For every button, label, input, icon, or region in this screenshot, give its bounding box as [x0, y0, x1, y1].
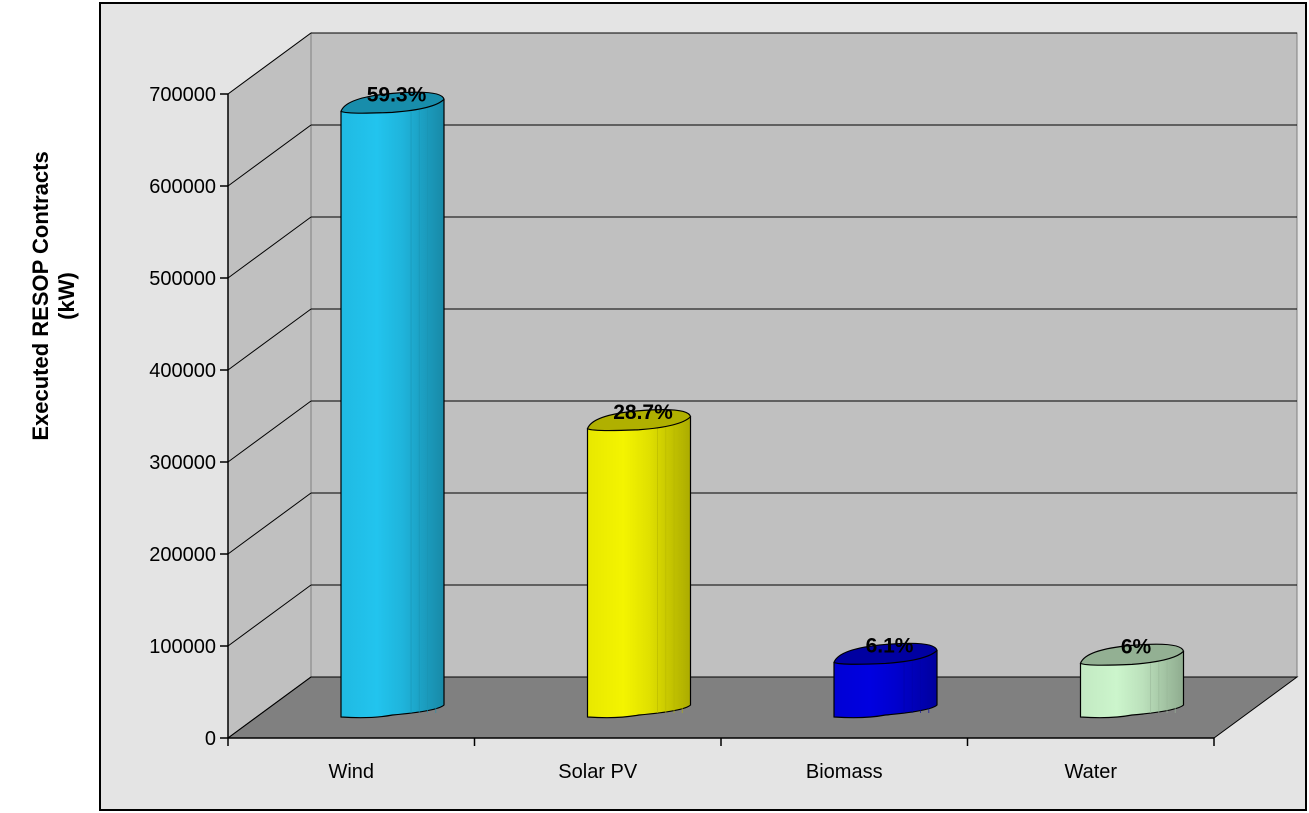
y-axis-title: Executed RESOP Contracts (kW) [28, 151, 79, 440]
bar-top [586, 409, 692, 432]
y-tick-label: 600000 [149, 176, 216, 198]
y-tick-label: 100000 [149, 636, 216, 658]
data-label: 6.1% [866, 634, 914, 657]
x-tick-label: Biomass [806, 761, 883, 783]
y-axis-title-line-1: Executed RESOP Contracts [28, 151, 53, 440]
gridline [227, 492, 1297, 555]
bar-top [1079, 643, 1185, 666]
gridline-side [227, 400, 312, 463]
data-label: 6% [1121, 635, 1152, 658]
gridline [227, 124, 1297, 187]
gridline [227, 32, 1297, 95]
bar [833, 642, 938, 719]
y-tick-label: 0 [205, 728, 216, 750]
y-tick-label: 700000 [149, 84, 216, 106]
bar-body [586, 416, 692, 719]
bar-body [340, 98, 445, 719]
bar [586, 409, 692, 719]
x-tick-label: Water [1064, 761, 1117, 783]
gridline [227, 400, 1297, 463]
gridline-side [227, 492, 312, 555]
data-label: 28.7% [613, 401, 673, 424]
y-tick-label: 500000 [149, 268, 216, 290]
y-tick-label: 200000 [149, 544, 216, 566]
bar-body [1079, 650, 1185, 719]
chart-body: 0 100000 200000 300000 400000 500000 600000 700… [149, 32, 1299, 783]
bar-top [833, 642, 938, 665]
side-wall [227, 32, 312, 739]
y-tick-label: 400000 [149, 360, 216, 382]
gridline [227, 308, 1297, 371]
x-tick-label: Solar PV [558, 761, 638, 783]
gridline-side [227, 584, 312, 647]
bar-body [833, 649, 938, 719]
bar [340, 91, 445, 719]
gridline [227, 676, 312, 739]
gridline-side [227, 676, 312, 739]
gridline-side [227, 308, 312, 371]
y-tick-label: 300000 [149, 452, 216, 474]
gridline-side [227, 124, 312, 187]
y-axis-title-line-2: (kW) [54, 272, 79, 320]
gridline-side [227, 216, 312, 279]
gridline [227, 216, 1297, 279]
gridline-side [227, 32, 312, 95]
gridline [227, 584, 1297, 647]
back-wall [310, 32, 1298, 678]
bar [1079, 643, 1185, 719]
x-tick-label: Wind [328, 761, 374, 783]
bar-top [340, 91, 445, 114]
data-label: 59.3% [367, 83, 427, 106]
